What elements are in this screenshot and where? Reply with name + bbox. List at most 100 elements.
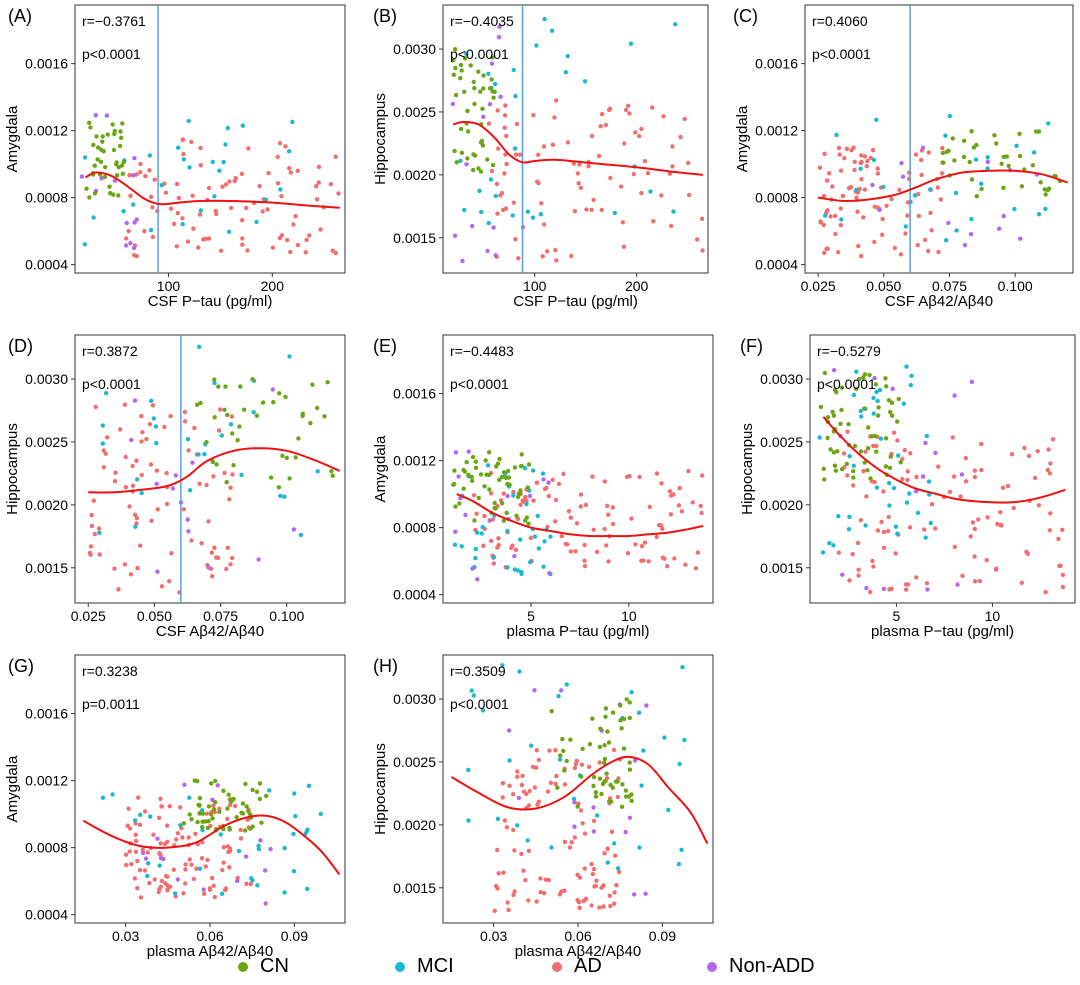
point-ad <box>536 152 541 157</box>
point-ad <box>222 470 227 476</box>
point-mci <box>100 423 106 428</box>
point-ad <box>1025 551 1031 556</box>
point-ad <box>133 838 139 844</box>
point-ad <box>1058 563 1063 568</box>
point-ad <box>191 226 196 231</box>
point-cn <box>468 63 473 68</box>
point-cn <box>851 469 856 474</box>
point-ad <box>833 213 838 219</box>
point-ad <box>162 424 167 430</box>
point-ad <box>490 517 496 522</box>
point-non-add <box>985 159 990 165</box>
point-ad <box>187 857 192 862</box>
plot-frame <box>442 334 714 604</box>
point-cn <box>821 466 826 471</box>
point-ad <box>591 197 596 203</box>
point-ad <box>599 111 605 117</box>
point-cn <box>478 169 484 174</box>
point-ad <box>572 765 578 771</box>
point-ad <box>227 179 232 184</box>
y-tick-label: 0.0020 <box>393 817 436 833</box>
point-ad <box>180 137 186 143</box>
point-ad <box>1043 589 1048 595</box>
point-ad <box>963 456 968 461</box>
point-ad <box>200 840 205 845</box>
point-mci <box>212 194 217 199</box>
point-cn <box>524 515 529 520</box>
point-non-add <box>962 242 968 248</box>
point-ad <box>615 794 621 800</box>
point-ad <box>229 414 235 419</box>
point-ad <box>238 836 244 841</box>
point-cn <box>100 134 105 139</box>
point-ad <box>482 513 487 519</box>
point-ad <box>629 516 634 521</box>
point-mci <box>458 158 463 163</box>
y-tick-label: 0.0015 <box>25 560 68 576</box>
p-value: p<0.0001 <box>450 46 509 62</box>
point-mci <box>858 408 863 414</box>
point-ad <box>130 483 136 488</box>
point-ad <box>1022 445 1027 451</box>
point-cn <box>969 129 974 134</box>
point-ad <box>519 782 525 788</box>
point-ad <box>136 795 141 800</box>
point-ad <box>536 757 541 763</box>
point-cn <box>239 810 244 815</box>
point-non-add <box>877 207 882 213</box>
point-non-add <box>527 493 533 499</box>
fit-curve <box>456 493 704 538</box>
point-ad <box>163 873 169 879</box>
point-mci <box>854 187 859 193</box>
point-cn <box>994 141 999 146</box>
point-mci <box>97 530 102 535</box>
point-ad <box>500 781 506 786</box>
point-cn <box>862 460 867 465</box>
point-ad <box>211 803 216 808</box>
point-ad <box>547 748 552 753</box>
point-non-add <box>460 258 465 264</box>
point-ad <box>970 520 976 525</box>
point-ad <box>147 880 152 886</box>
point-mci <box>466 818 471 823</box>
point-cn <box>452 468 457 473</box>
point-ad <box>859 177 864 182</box>
point-mci <box>973 157 979 162</box>
point-non-add <box>132 220 137 225</box>
point-ad <box>859 153 864 158</box>
point-cn <box>1042 187 1047 192</box>
point-ad <box>492 908 497 913</box>
point-ad <box>670 144 675 149</box>
point-cn <box>896 396 901 402</box>
point-ad <box>972 554 977 559</box>
point-mci <box>530 468 536 473</box>
point-ad <box>601 904 606 909</box>
point-non-add <box>900 174 906 179</box>
point-ad <box>875 171 881 176</box>
point-ad <box>580 821 585 826</box>
point-ad <box>532 785 538 790</box>
point-mci <box>512 146 518 151</box>
point-mci <box>197 344 202 349</box>
point-ad <box>275 154 280 160</box>
point-mci <box>318 811 323 817</box>
point-ad <box>903 582 909 587</box>
y-tick-label: 0.0030 <box>393 41 436 57</box>
point-cn <box>92 191 98 196</box>
point-mci <box>847 514 852 519</box>
point-cn <box>875 413 881 418</box>
point-ad <box>218 248 224 253</box>
point-ad <box>128 572 134 577</box>
point-mci <box>466 767 471 773</box>
point-ad <box>618 184 624 189</box>
point-mci <box>226 229 232 234</box>
point-ad <box>210 574 215 579</box>
point-non-add <box>496 35 502 40</box>
point-ad <box>616 869 622 875</box>
point-non-add <box>463 512 468 518</box>
point-mci <box>903 224 908 229</box>
point-ad <box>212 545 217 550</box>
point-non-add <box>452 233 458 238</box>
point-ad <box>612 890 617 895</box>
point-mci <box>886 480 892 486</box>
